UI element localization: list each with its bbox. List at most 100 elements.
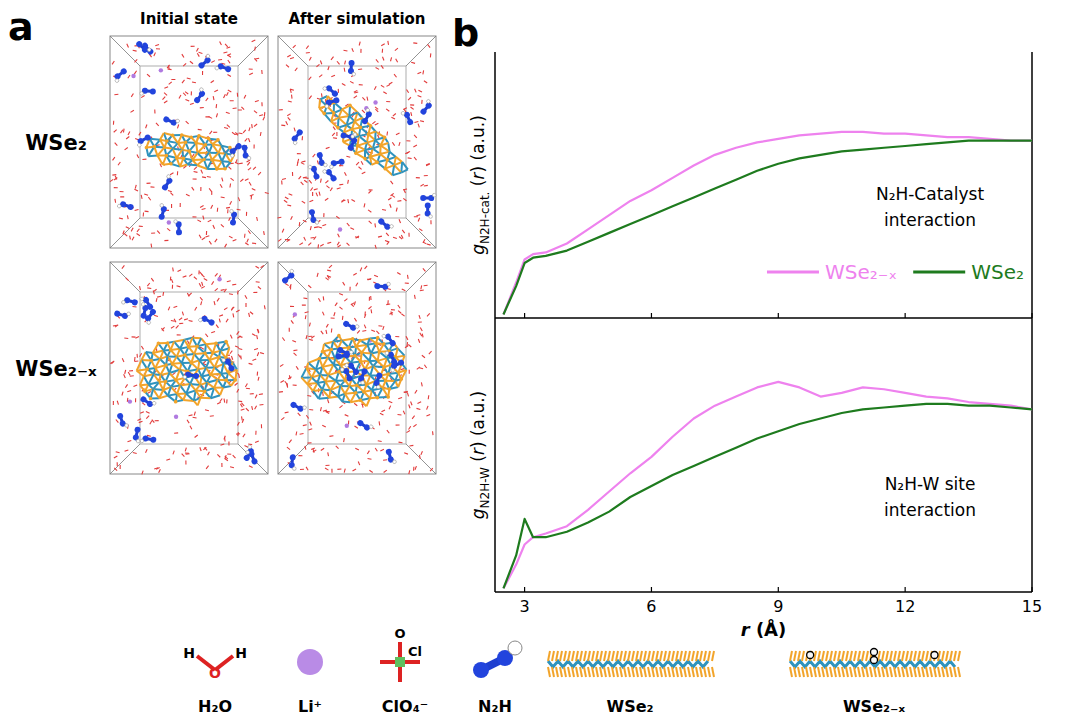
shape bbox=[375, 160, 380, 165]
water bbox=[137, 419, 141, 421]
water bbox=[239, 132, 243, 134]
shape bbox=[333, 97, 340, 104]
shape bbox=[342, 400, 350, 403]
shape bbox=[230, 219, 237, 226]
water bbox=[245, 303, 246, 307]
water bbox=[368, 458, 372, 460]
water bbox=[238, 400, 242, 402]
water bbox=[131, 228, 133, 232]
n2h bbox=[308, 163, 321, 180]
water bbox=[235, 132, 237, 135]
water bbox=[393, 237, 397, 238]
water bbox=[380, 449, 384, 451]
water bbox=[264, 112, 266, 116]
water bbox=[291, 320, 293, 323]
water bbox=[132, 237, 134, 241]
water bbox=[339, 307, 342, 310]
water bbox=[422, 355, 425, 358]
li-ion bbox=[128, 399, 132, 403]
water bbox=[356, 162, 359, 165]
water bbox=[333, 127, 335, 130]
shape bbox=[329, 165, 333, 169]
water bbox=[344, 61, 346, 65]
water bbox=[213, 225, 215, 229]
water bbox=[317, 244, 319, 248]
water bbox=[281, 380, 284, 382]
water bbox=[154, 52, 156, 56]
water bbox=[195, 307, 197, 310]
water bbox=[127, 441, 131, 442]
water bbox=[375, 448, 377, 451]
water bbox=[128, 75, 130, 78]
shape bbox=[366, 132, 371, 137]
water bbox=[202, 274, 205, 277]
water bbox=[250, 312, 253, 315]
water bbox=[289, 328, 290, 332]
water bbox=[426, 415, 430, 416]
water bbox=[233, 455, 236, 458]
water bbox=[415, 89, 417, 93]
water bbox=[221, 463, 222, 467]
water bbox=[246, 212, 247, 216]
water bbox=[297, 162, 299, 166]
water bbox=[248, 230, 250, 233]
shape bbox=[197, 398, 202, 406]
n2h bbox=[140, 435, 157, 445]
water bbox=[414, 295, 416, 299]
shape bbox=[158, 213, 165, 220]
water bbox=[210, 415, 214, 417]
shape bbox=[406, 262, 436, 292]
n2h bbox=[289, 128, 305, 145]
water bbox=[228, 90, 232, 92]
water bbox=[219, 315, 223, 316]
water bbox=[383, 57, 384, 61]
n2h bbox=[241, 144, 251, 161]
water bbox=[304, 237, 306, 241]
water bbox=[293, 45, 296, 48]
shape bbox=[139, 376, 145, 385]
water bbox=[139, 421, 143, 422]
water bbox=[407, 275, 409, 279]
water bbox=[408, 233, 409, 237]
water bbox=[231, 178, 234, 180]
water bbox=[154, 315, 158, 316]
water bbox=[237, 209, 241, 211]
shape bbox=[110, 444, 140, 474]
shape bbox=[145, 367, 149, 371]
n2h bbox=[245, 448, 258, 466]
water bbox=[396, 208, 398, 212]
water bbox=[240, 404, 242, 407]
water bbox=[395, 48, 398, 51]
water bbox=[352, 469, 356, 471]
water bbox=[343, 438, 345, 442]
shape bbox=[110, 36, 140, 66]
water bbox=[403, 198, 406, 200]
water bbox=[402, 230, 404, 233]
water bbox=[187, 78, 191, 79]
water bbox=[167, 228, 170, 231]
shape bbox=[201, 396, 211, 399]
water bbox=[290, 306, 294, 307]
shape bbox=[110, 218, 140, 248]
water bbox=[428, 395, 430, 399]
water bbox=[409, 405, 410, 409]
water bbox=[150, 421, 152, 424]
water bbox=[370, 296, 371, 300]
water bbox=[156, 48, 160, 49]
water bbox=[420, 290, 424, 292]
shape bbox=[199, 87, 204, 92]
water bbox=[282, 337, 284, 340]
water bbox=[336, 446, 339, 449]
water bbox=[389, 312, 393, 314]
water bbox=[180, 203, 181, 207]
water bbox=[116, 452, 120, 453]
shape bbox=[162, 115, 170, 123]
water bbox=[255, 441, 259, 443]
figure: aInitial stateAfter simulationWSe₂WSe₂₋ₓ… bbox=[0, 0, 1075, 720]
water bbox=[193, 417, 197, 419]
water bbox=[224, 94, 226, 98]
water bbox=[154, 468, 158, 469]
water bbox=[197, 53, 199, 56]
n2h bbox=[140, 87, 156, 96]
water bbox=[238, 348, 242, 350]
